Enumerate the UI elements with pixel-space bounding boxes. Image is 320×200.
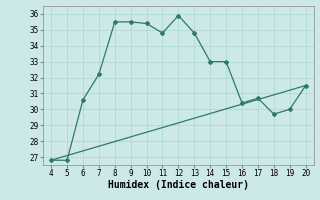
X-axis label: Humidex (Indice chaleur): Humidex (Indice chaleur)	[108, 180, 249, 190]
